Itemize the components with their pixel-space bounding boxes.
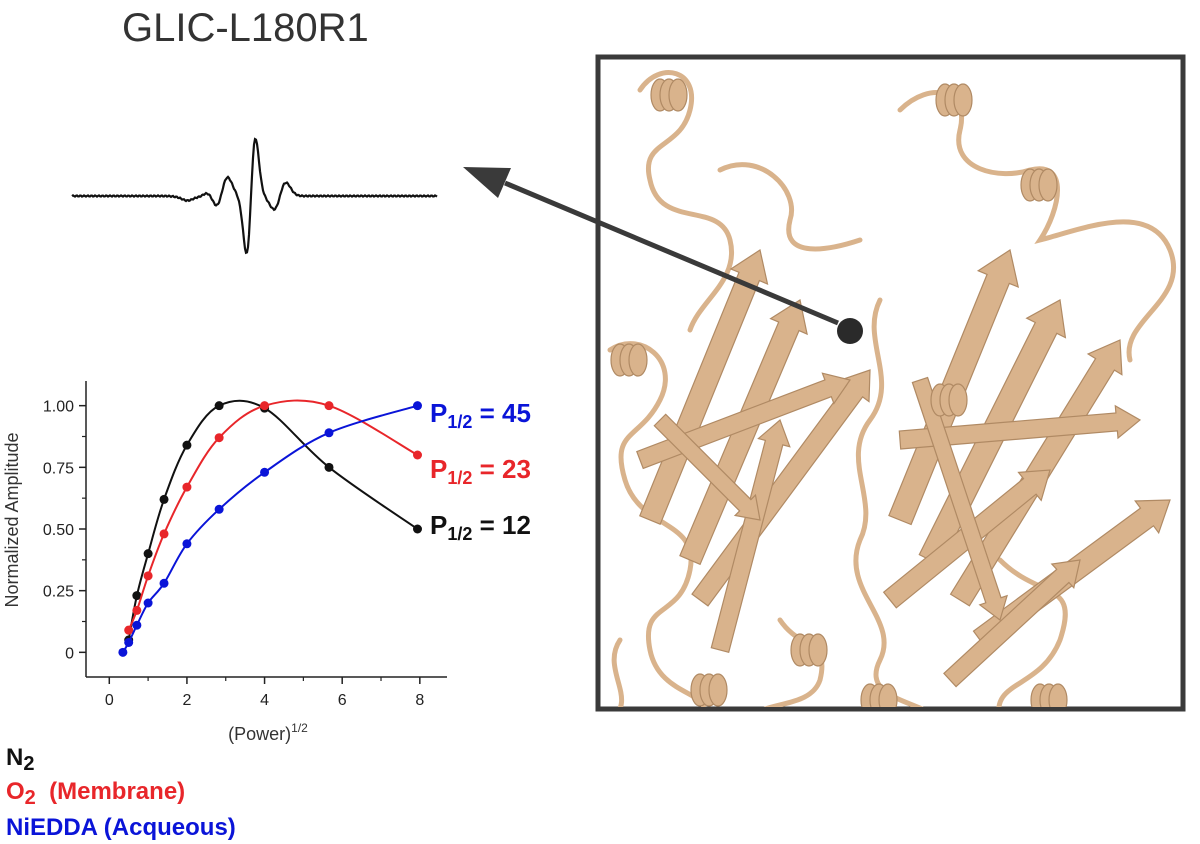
- protein-ribbon: [607, 70, 1176, 707]
- power-saturation-chart: 0 2 4 6 8 0 0.25 0.50 0.75 1.00 Normalized Amplit…: [2, 381, 447, 744]
- data-point-n2: [132, 591, 142, 601]
- p-label-text: P: [430, 454, 448, 484]
- y-tick-label: 0: [65, 645, 74, 662]
- fit-curve-o2: [127, 399, 418, 631]
- figure-title: GLIC-L180R1: [122, 6, 369, 50]
- data-point-n2: [143, 549, 153, 559]
- data-point-o2: [159, 529, 169, 539]
- legend-n2-main: N: [6, 744, 24, 771]
- beta-strand: [679, 299, 808, 566]
- y-axis-label: Normalized Amplitude: [2, 432, 22, 607]
- series-o2: [124, 399, 422, 635]
- y-tick-label: 0.50: [43, 522, 74, 539]
- data-point-niedda: [143, 598, 153, 608]
- data-point-o2: [143, 571, 153, 581]
- legend-n2: N2: [6, 744, 35, 775]
- ribbon-loop: [637, 70, 735, 333]
- legend-o2-sub: 2: [24, 787, 36, 809]
- x-tick-label: 0: [105, 692, 114, 709]
- alpha-helix-turn: [948, 383, 968, 417]
- x-tick-label: 2: [182, 692, 191, 709]
- p-label-sub: 1/2: [447, 468, 473, 488]
- fit-curve-niedda: [122, 404, 418, 653]
- data-point-o2: [412, 450, 422, 460]
- legend-o2-rest: (Membrane): [35, 778, 186, 805]
- p-label-text: P: [430, 398, 448, 428]
- p-half-label-o2: P1/2 = 23: [430, 454, 531, 488]
- legend-niedda: NiEDDA (Acqueous): [6, 814, 236, 842]
- ribbon-loop: [996, 557, 1068, 707]
- legend-o2-main: O: [6, 778, 25, 805]
- y-tick-label: 0.75: [43, 460, 74, 477]
- data-point-niedda: [182, 539, 192, 549]
- ribbon-loop: [717, 162, 863, 252]
- data-point-o2: [132, 605, 142, 615]
- data-point-n2: [412, 524, 422, 534]
- p-label-text: P: [430, 510, 448, 540]
- alpha-helix-turn: [1048, 683, 1068, 707]
- data-point-o2: [214, 433, 224, 443]
- alpha-helix-turn: [628, 343, 648, 377]
- epr-spectrum: [71, 137, 438, 255]
- x-tick-label: 8: [415, 692, 424, 709]
- alpha-helix-turn: [808, 633, 828, 667]
- ribbon-loop: [607, 341, 707, 707]
- data-point-n2: [159, 494, 169, 504]
- chart-series: [118, 399, 422, 657]
- data-point-o2: [324, 401, 334, 411]
- data-point-niedda: [324, 428, 334, 438]
- data-point-o2: [260, 401, 270, 411]
- series-niedda: [118, 401, 422, 657]
- alpha-helix-turn: [668, 78, 688, 112]
- chart-axes: 0 2 4 6 8 0 0.25 0.50 0.75 1.00: [43, 381, 447, 709]
- data-point-n2: [214, 401, 224, 411]
- legend-n2-sub: 2: [23, 753, 35, 775]
- ribbon-loop: [897, 90, 1176, 363]
- epr-spectrum-trace: [71, 137, 438, 255]
- alpha-helix-turn: [878, 683, 898, 707]
- data-point-niedda: [118, 647, 128, 657]
- beta-strand: [943, 559, 1081, 688]
- arrow-to-spectrum: [463, 167, 839, 326]
- spin-label-site-marker: [837, 318, 863, 344]
- legend-o2: O2 (Membrane): [6, 778, 186, 809]
- beta-strand: [691, 369, 871, 607]
- y-tick-label: 0.25: [43, 584, 74, 601]
- data-point-niedda: [412, 401, 422, 411]
- alpha-helix-turn: [708, 673, 728, 707]
- x-tick-label: 6: [338, 692, 347, 709]
- data-point-niedda: [214, 504, 224, 514]
- y-tick-label: 1.00: [43, 399, 74, 416]
- p-half-label-n2: P1/2 = 12: [430, 510, 531, 544]
- beta-strand: [710, 418, 791, 654]
- data-point-niedda: [124, 637, 134, 647]
- data-point-o2: [182, 482, 192, 492]
- protein-structure-panel: [595, 54, 1186, 712]
- fit-curve-n2: [127, 399, 419, 641]
- data-point-n2: [182, 440, 192, 450]
- x-axis-label: (Power)1/2: [228, 721, 308, 744]
- data-point-niedda: [159, 578, 169, 588]
- data-point-niedda: [132, 620, 142, 630]
- p-label-value: = 45: [472, 398, 531, 428]
- x-axis-label-main: (Power): [228, 724, 291, 744]
- x-tick-label: 4: [260, 692, 269, 709]
- data-point-o2: [124, 625, 134, 635]
- data-point-n2: [324, 462, 334, 472]
- alpha-helix-turn: [1038, 168, 1058, 202]
- p-half-label-niedda: P1/2 = 45: [430, 398, 531, 432]
- p-label-value: = 12: [472, 510, 531, 540]
- alpha-helix-turn: [953, 83, 973, 117]
- data-point-niedda: [260, 467, 270, 477]
- p-label-sub: 1/2: [447, 524, 473, 544]
- p-label-sub: 1/2: [447, 412, 473, 432]
- series-n2: [124, 399, 422, 645]
- x-axis-label-sup: 1/2: [291, 721, 308, 735]
- ribbon-loop: [611, 637, 624, 707]
- legend-niedda-main: NiEDDA (Acqueous): [6, 814, 236, 841]
- beta-strand: [653, 413, 761, 521]
- p-label-value: = 23: [472, 454, 531, 484]
